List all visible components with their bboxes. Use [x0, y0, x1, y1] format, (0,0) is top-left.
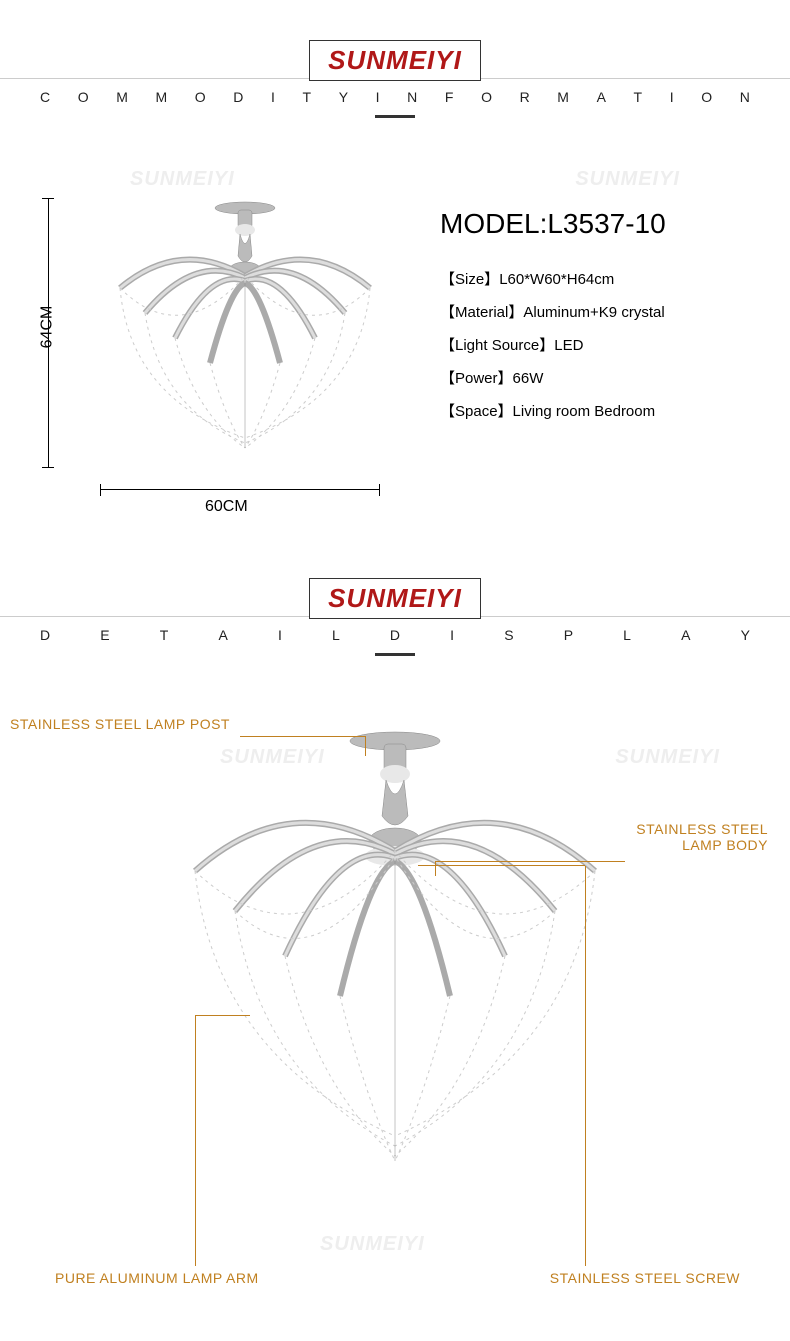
chandelier-small-icon [100, 198, 390, 478]
callout-line [195, 1016, 196, 1266]
callout-screw: STAINLESS STEEL SCREW [550, 1270, 740, 1286]
watermark: SUNMEIYI [320, 1233, 425, 1256]
specs-panel: MODEL:L3537-10 【Size】L60*W60*H64cm 【Mater… [410, 188, 760, 433]
letter: L [621, 627, 633, 643]
letter: A [679, 627, 692, 643]
width-label: 60CM [205, 498, 248, 516]
letter: I [374, 89, 382, 105]
letter: M [114, 89, 130, 105]
letter: C [38, 89, 52, 105]
spec-value: LED [554, 337, 583, 354]
product-section: SUNMEIYI SUNMEIYI 64CM 60CM [0, 138, 790, 538]
callout-lamp-body: STAINLESS STEEL LAMP BODY [636, 821, 768, 853]
model-title: MODEL:L3537-10 [440, 208, 760, 240]
letter: O [193, 89, 208, 105]
letter: T [632, 89, 645, 105]
letter: D [38, 627, 52, 643]
letter: O [699, 89, 714, 105]
letter: F [443, 89, 456, 105]
letter: N [738, 89, 752, 105]
letter: A [595, 89, 608, 105]
spec-line: 【Material】Aluminum+K9 crystal [440, 301, 760, 322]
letter: T [158, 627, 171, 643]
chandelier-large-icon [180, 726, 610, 1206]
spec-value: 66W [513, 370, 544, 387]
callout-line [418, 865, 585, 866]
letter: L [330, 627, 342, 643]
callout-line [195, 1015, 250, 1016]
callout-lamp-post: STAINLESS STEEL LAMP POST [10, 716, 230, 732]
watermark: SUNMEIYI [615, 746, 720, 769]
letter: Y [739, 627, 752, 643]
callout-lamp-arm: PURE ALUMINUM LAMP ARM [55, 1270, 259, 1286]
letter: O [479, 89, 494, 105]
divider [375, 115, 415, 118]
letter: D [231, 89, 245, 105]
dimension-diagram: 64CM 60CM [30, 188, 410, 508]
spec-label: 【Material】 [440, 304, 523, 321]
spec-label: 【Light Source】 [440, 337, 554, 354]
section-title-commodity: COMMODITYINFORMATION [0, 89, 790, 105]
spec-line: 【Light Source】LED [440, 334, 760, 355]
section-title-detail: DETAILDISPLAY [0, 627, 790, 643]
callout-line [585, 866, 586, 1266]
letter: M [154, 89, 170, 105]
divider [375, 653, 415, 656]
letter: R [518, 89, 532, 105]
letter: D [388, 627, 402, 643]
letter: M [555, 89, 571, 105]
spec-value: Living room Bedroom [513, 403, 656, 420]
callout-line [365, 736, 366, 756]
letter: O [76, 89, 91, 105]
letter: I [448, 627, 456, 643]
brand-box: SUNMEIYI [309, 578, 481, 619]
detail-header: SUNMEIYI D E T A I L D I S P L A Y [0, 538, 790, 676]
letter: I [269, 89, 277, 105]
letter: I [668, 89, 676, 105]
callout-line [435, 861, 436, 876]
spec-label: 【Space】 [440, 403, 513, 420]
callout-line [240, 736, 365, 737]
letter: A [216, 627, 229, 643]
brand-logo: SUNMEIYI [328, 45, 462, 76]
spec-value: Aluminum+K9 crystal [523, 304, 664, 321]
letter: P [562, 627, 575, 643]
commodity-header: SUNMEIYI C O M M O D I T Y I N F O R M A T I O N [0, 0, 790, 138]
brand-logo: SUNMEIYI [328, 583, 462, 614]
letter: I [276, 627, 284, 643]
letter: Y [337, 89, 350, 105]
height-label: 64CM [38, 306, 56, 349]
width-line [100, 489, 380, 490]
letter: T [301, 89, 314, 105]
detail-section: SUNMEIYI SUNMEIYI SUNMEIYI [0, 676, 790, 1296]
spec-line: 【Power】66W [440, 367, 760, 388]
brand-box: SUNMEIYI [309, 40, 481, 81]
spec-label: 【Size】 [440, 271, 499, 288]
spec-line: 【Space】Living room Bedroom [440, 400, 760, 421]
watermark: SUNMEIYI [575, 168, 680, 191]
letter: E [98, 627, 111, 643]
callout-line [435, 861, 625, 862]
letter: N [405, 89, 419, 105]
spec-label: 【Power】 [440, 370, 513, 387]
letter: S [502, 627, 515, 643]
spec-value: L60*W60*H64cm [499, 271, 614, 288]
spec-line: 【Size】L60*W60*H64cm [440, 268, 760, 289]
